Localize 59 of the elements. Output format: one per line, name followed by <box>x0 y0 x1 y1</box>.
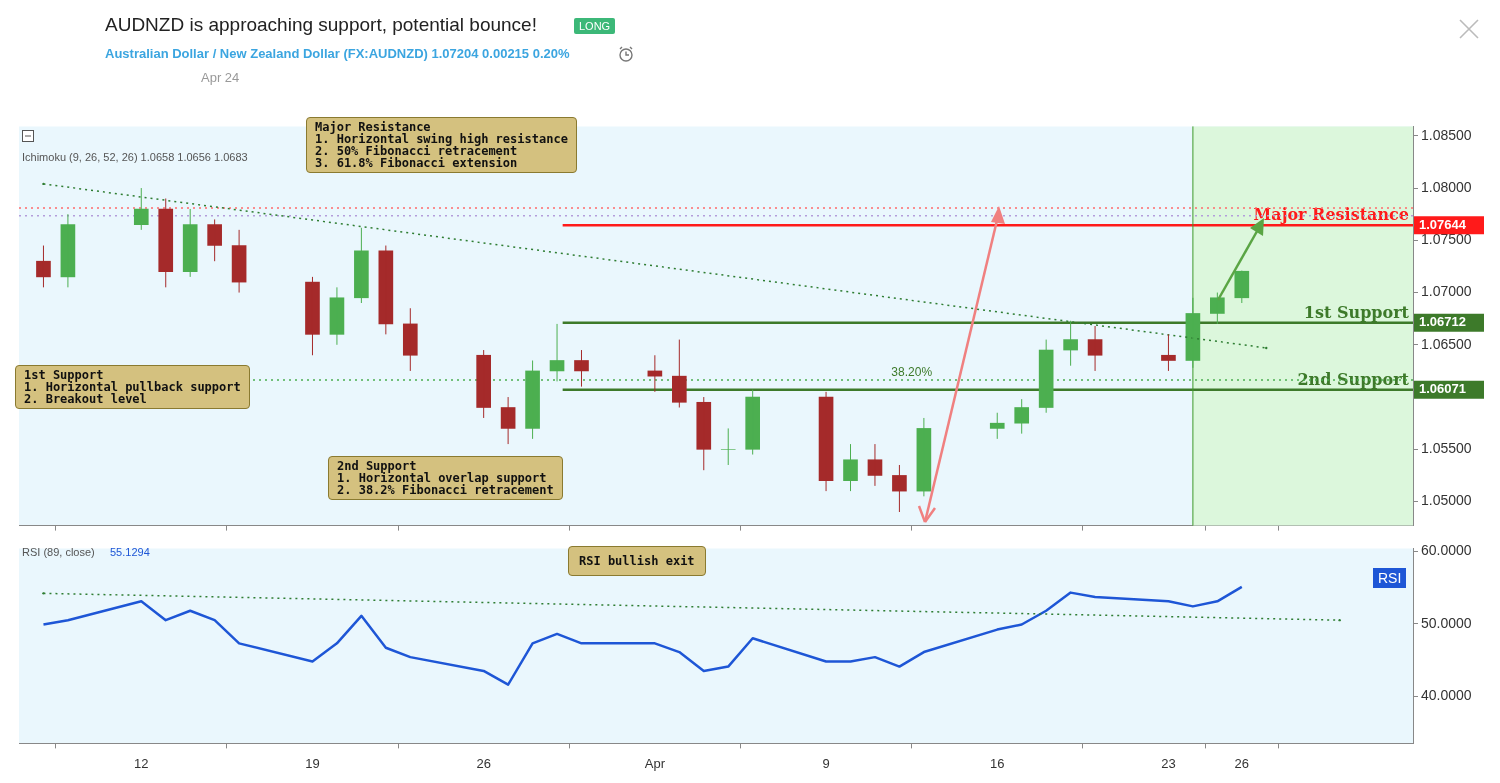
candlestick <box>476 349 491 419</box>
candlestick <box>1014 398 1030 435</box>
x-tick-label: 23 <box>1161 755 1176 771</box>
y-tick-label: 40.0000 <box>1421 687 1472 704</box>
candlestick <box>1234 270 1250 304</box>
ref-line-label: 1st Support <box>1303 302 1410 322</box>
chart-title: RSI (89, close) <box>22 546 95 558</box>
annotation: 2nd Support 1. Horizontal overlap support 2. 38.2% Fibonacci retracement <box>328 456 563 500</box>
annotation: 38.20% <box>891 365 933 380</box>
text: LONG <box>574 18 616 34</box>
candlestick <box>1161 333 1176 372</box>
annotation: RSI <box>1373 568 1407 588</box>
candlestick <box>745 389 761 456</box>
candlestick <box>182 208 198 278</box>
x-tick-label: 26 <box>476 755 491 771</box>
candlestick <box>696 396 712 471</box>
x-tick-label: 26 <box>1234 755 1250 771</box>
y-tick-label: 50.0000 <box>1421 614 1472 631</box>
annotation: Ichimoku (9, 26, 52, 26) 1.0658 1.0656 1.0683 <box>22 151 248 163</box>
annotation: 1st Support 1. Horizontal pullback support 2. Breakout level <box>15 365 250 409</box>
x-tick-label: 16 <box>990 755 1005 771</box>
candlestick <box>1210 292 1225 325</box>
y-tick-label: 1.05000 <box>1421 492 1472 509</box>
ref-line-label: 2nd Support <box>1297 369 1410 389</box>
candlestick <box>671 339 687 409</box>
x-tick-label: 12 <box>134 755 149 771</box>
text: 1.06712 <box>1419 314 1466 330</box>
annotation: 55.1294 <box>110 546 150 558</box>
annotation: Major Resistance 1. Horizontal swing high resistance 2. 50% Fibonacci retracement 3. 61.8% Fibonacci extension <box>306 117 577 173</box>
ref-line-label: Major Resistance <box>1253 205 1409 225</box>
y-tick-label: 1.07500 <box>1421 231 1472 248</box>
annotation: RSI bullish exit <box>568 546 706 576</box>
candlestick <box>158 198 174 288</box>
chart-subtitle: Australian Dollar / New Zealand Dollar (FX:AUDNZD) 1.07204 0.00215 0.20% <box>105 46 570 61</box>
y-tick-label: 1.07000 <box>1421 283 1472 300</box>
candlestick <box>1063 320 1078 367</box>
y-tick-label: 1.06500 <box>1421 335 1472 352</box>
text: 1.07644 <box>1419 216 1467 232</box>
candlestick <box>892 464 907 513</box>
y-tick-label: 1.05500 <box>1421 440 1472 457</box>
candlestick <box>133 187 149 231</box>
candlestick <box>354 227 369 304</box>
y-tick-label: 60.0000 <box>1421 542 1472 559</box>
candlestick <box>843 443 858 492</box>
text: Apr 24 <box>201 70 240 85</box>
candlestick <box>720 427 736 466</box>
y-tick-label: 1.08000 <box>1421 178 1472 195</box>
candlestick <box>574 349 589 388</box>
chart-title: AUDNZD is approaching support, potential bounce! <box>105 14 537 36</box>
candlestick <box>989 412 1005 440</box>
x-tick-label: Apr <box>644 755 666 771</box>
x-tick-label: 19 <box>305 755 320 771</box>
candlestick <box>402 307 418 372</box>
y-tick-label: 1.08500 <box>1421 126 1472 143</box>
candlestick <box>207 218 222 262</box>
candlestick <box>305 276 320 356</box>
text: 1.06071 <box>1419 381 1466 397</box>
x-tick-label: 9 <box>822 755 830 771</box>
candlestick <box>36 245 51 288</box>
